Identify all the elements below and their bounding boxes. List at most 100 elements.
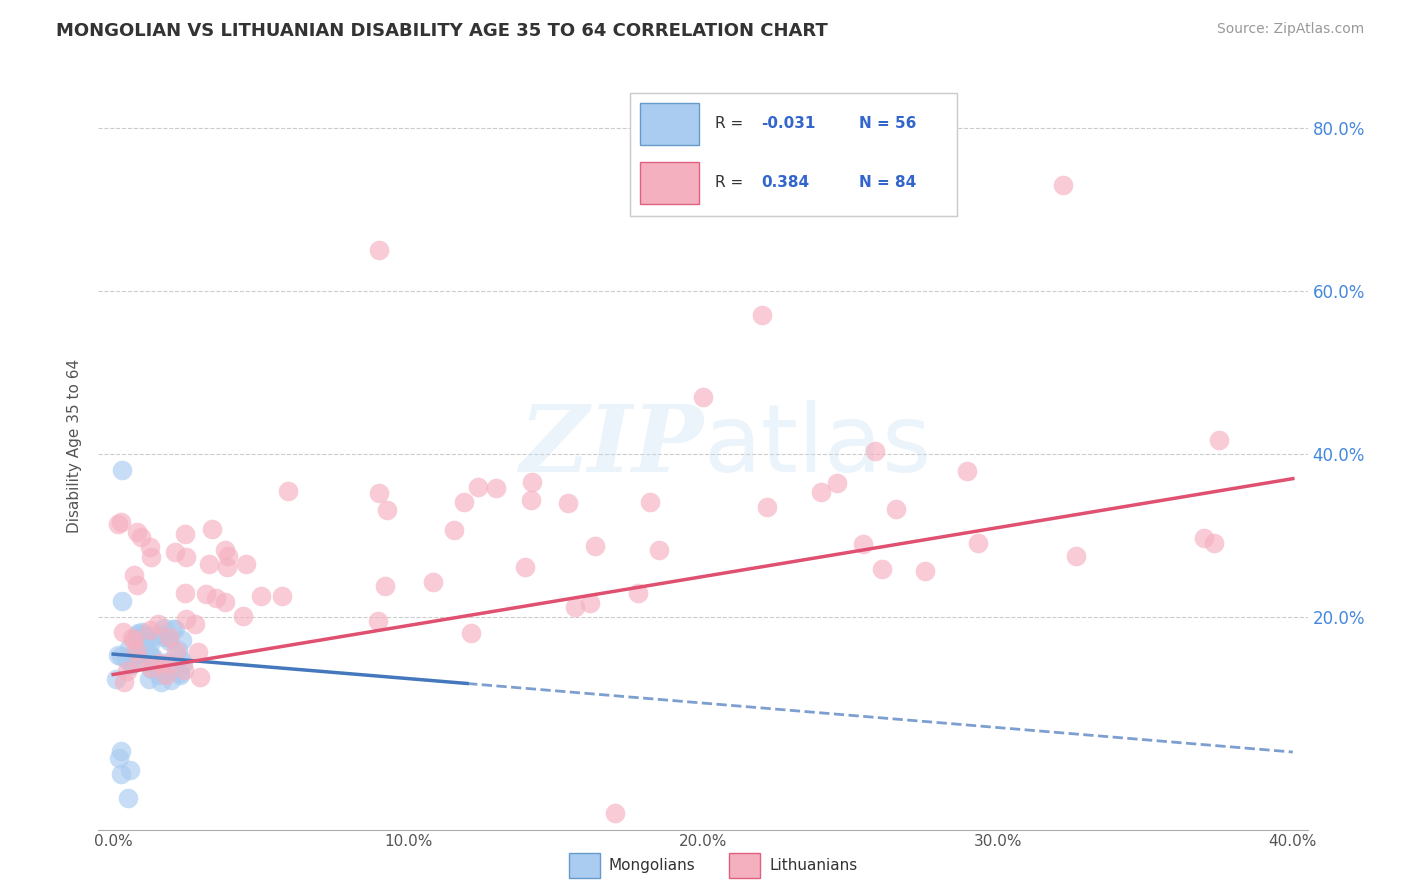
Point [138, 623, 160, 637]
Point [143, 658, 166, 673]
Point [557, 495, 579, 509]
Point [120, 649, 142, 664]
Point [638, 495, 661, 509]
Point [374, 579, 396, 593]
Point [564, 600, 586, 615]
Point [145, 660, 167, 674]
Point [135, 632, 157, 647]
Text: atlas: atlas [703, 400, 931, 492]
Point [138, 646, 160, 660]
Point [118, 764, 141, 778]
Text: Source: ZipAtlas.com: Source: ZipAtlas.com [1216, 22, 1364, 37]
Point [110, 767, 132, 781]
Point [1192, 531, 1215, 545]
Point [583, 539, 606, 553]
Point [107, 517, 129, 532]
Point [135, 629, 157, 643]
Point [155, 668, 177, 682]
Bar [568, 853, 599, 878]
Point [156, 655, 179, 669]
Point [127, 525, 149, 540]
Point [118, 641, 141, 656]
Text: Lithuanians: Lithuanians [769, 858, 858, 872]
Point [166, 643, 188, 657]
Point [173, 664, 195, 678]
Point [167, 643, 190, 657]
Point [129, 634, 152, 648]
Point [148, 668, 170, 682]
Point [367, 243, 389, 257]
Point [152, 667, 174, 681]
Point [138, 541, 160, 555]
Point [153, 621, 176, 635]
Point [277, 484, 299, 499]
Point [956, 464, 979, 478]
Point [810, 485, 832, 500]
Point [169, 666, 191, 681]
Point [217, 560, 239, 574]
Point [232, 608, 254, 623]
Point [110, 515, 132, 529]
Point [105, 673, 128, 687]
Point [195, 587, 218, 601]
Point [110, 744, 132, 758]
Point [138, 672, 160, 686]
Point [141, 662, 163, 676]
Point [117, 664, 139, 678]
Point [169, 668, 191, 682]
Point [187, 645, 209, 659]
Point [648, 543, 671, 558]
Point [188, 670, 211, 684]
Point [124, 648, 146, 663]
Point [121, 632, 143, 646]
Point [132, 627, 155, 641]
Point [520, 475, 543, 489]
Point [367, 614, 389, 628]
Point [217, 549, 239, 563]
Point [156, 657, 179, 671]
Point [204, 591, 226, 605]
Point [128, 653, 150, 667]
Point [121, 657, 143, 672]
Point [485, 481, 508, 495]
Point [111, 624, 134, 639]
Point [131, 624, 153, 639]
Point [127, 625, 149, 640]
Point [111, 594, 134, 608]
Point [214, 542, 236, 557]
Point [1064, 549, 1087, 564]
Point [152, 630, 174, 644]
Point [201, 522, 224, 536]
Point [141, 549, 163, 564]
Point [172, 656, 194, 670]
Point [125, 578, 148, 592]
Point [120, 658, 142, 673]
Point [157, 632, 180, 646]
Point [139, 637, 162, 651]
Point [520, 493, 543, 508]
Point [170, 633, 193, 648]
Point [967, 536, 990, 550]
Point [162, 622, 184, 636]
Point [148, 656, 170, 670]
Point [122, 567, 145, 582]
Point [136, 630, 159, 644]
Point [198, 557, 221, 571]
Point [157, 630, 180, 644]
Point [136, 649, 159, 664]
Point [114, 652, 136, 666]
Text: Mongolians: Mongolians [609, 858, 696, 872]
Point [150, 675, 173, 690]
Point [870, 562, 893, 576]
Point [157, 634, 180, 648]
Point [235, 557, 257, 571]
Point [117, 790, 139, 805]
Point [139, 661, 162, 675]
Point [134, 629, 156, 643]
Point [107, 648, 129, 662]
Point [112, 674, 135, 689]
Point [165, 622, 187, 636]
Point [174, 527, 197, 541]
Point [108, 750, 131, 764]
Point [250, 590, 273, 604]
